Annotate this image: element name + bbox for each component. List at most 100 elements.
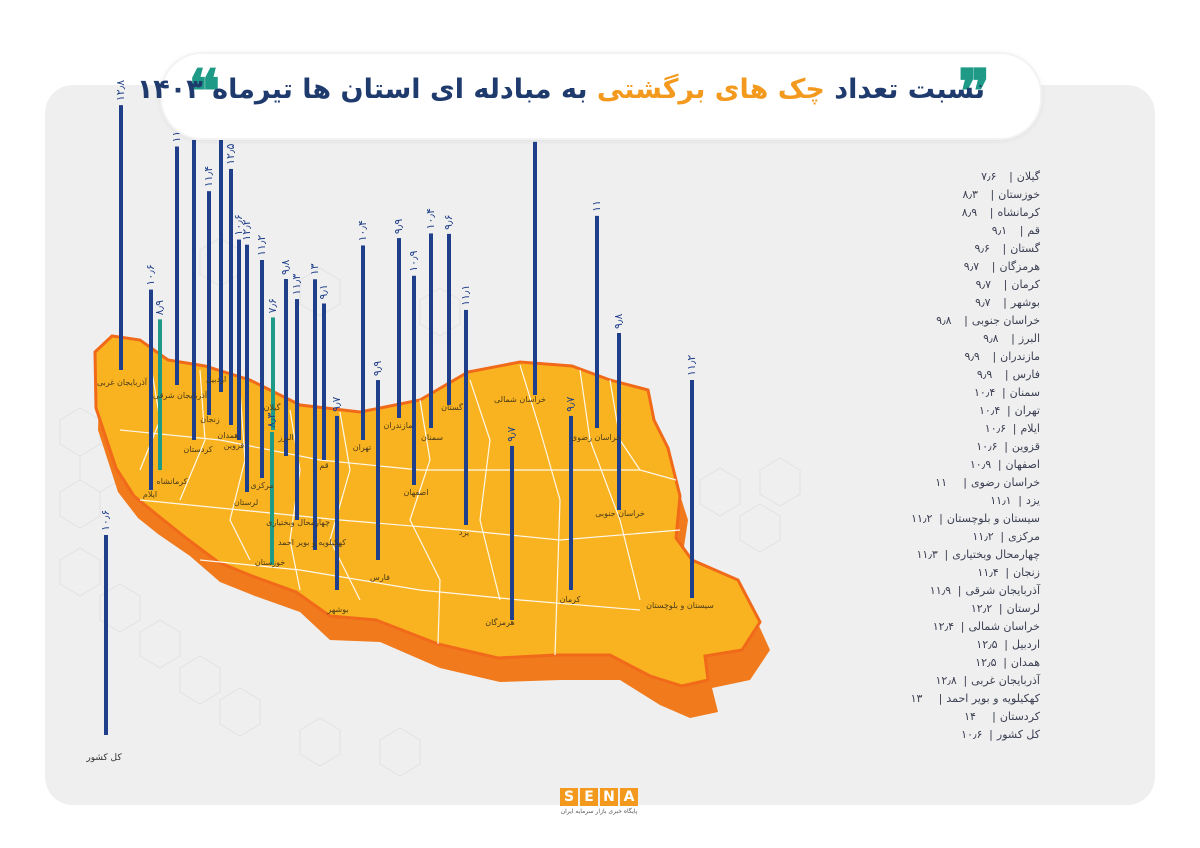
bar-value-label: ۱۰٫۴ (356, 220, 369, 241)
legend-value: ۸٫۹ (961, 206, 978, 219)
legend-value: ۱۳ (910, 692, 923, 705)
bar-mark (149, 289, 153, 490)
legend-separator: | (960, 620, 965, 633)
legend-separator: | (990, 188, 995, 201)
legend-row: بوشهر| ۹٫۷ (860, 294, 1040, 312)
map-province-label: کرمانشاه (157, 477, 188, 486)
legend-separator: | (1019, 224, 1024, 237)
map-province-label: ایلام (143, 490, 157, 499)
legend-separator: | (992, 710, 996, 723)
title-pill (160, 52, 1042, 140)
bar-value-label: ۱۰٫۶ (144, 264, 157, 285)
map-province-label: خراسان رضوی (571, 433, 621, 442)
legend-separator: | (1004, 368, 1009, 381)
legend-province-name: گیلان (1016, 170, 1040, 183)
legend-row: فارس| ۹٫۹ (860, 366, 1040, 384)
legend-row: خراسان رضوی| ۱۱ (860, 474, 1040, 492)
legend-row: تهران| ۱۰٫۴ (860, 402, 1040, 420)
map-province-label: مازندران (384, 421, 413, 430)
bar-mark (429, 233, 433, 428)
map-province-label: سیستان و بلوچستان (646, 601, 714, 610)
bar-value-label: ۹٫۷ (505, 426, 518, 441)
legend-row: همدان| ۱۲٫۵ (860, 654, 1040, 672)
map-province-label: کهکیلویه و بویر احمد (278, 538, 346, 547)
bar-mark (313, 279, 317, 550)
legend-province-name: خراسان جنوبی (971, 314, 1040, 327)
legend-province-name: لرستان (1006, 602, 1040, 615)
legend-separator: | (1005, 566, 1010, 579)
bar-value-label: ۱۱٫۲ (255, 235, 268, 256)
map-province-label: سمنان (421, 433, 443, 442)
legend-separator: | (1012, 422, 1017, 435)
legend-separator: | (1009, 170, 1013, 183)
logo-letter: N (600, 788, 618, 806)
map-province-label: آذربایجان شرقی (153, 390, 208, 400)
bar-value-label: ۹٫۷ (564, 396, 577, 411)
legend-row: خوزستان| ۸٫۳ (860, 186, 1040, 204)
map-labels-group: آذربایجان غربی آذربایجان شرقی ایلامکرمانشا… (85, 375, 714, 763)
map-province-label: مرکزی (250, 481, 273, 490)
legend-value: ۹٫۱ (991, 224, 1008, 237)
legend-separator: | (963, 674, 968, 687)
map-province-label: همدان (217, 431, 238, 440)
legend-value: ۱۱٫۲ (911, 512, 933, 525)
legend-separator: | (989, 728, 993, 741)
legend-province-name: اردبیل (1012, 638, 1040, 651)
legend-row: گستان| ۹٫۶ (860, 240, 1040, 258)
legend-province-name: سمنان (1009, 386, 1040, 399)
map-province-label: البرز (277, 433, 293, 442)
legend-row: کرمانشاه| ۸٫۹ (860, 204, 1040, 222)
map-province-label: چهارمحال وبختیاری (266, 518, 330, 527)
legend-province-name: کرمان (1011, 278, 1040, 291)
legend-province-name: همدان (1010, 656, 1040, 669)
legend-separator: | (1003, 278, 1008, 291)
bar-mark (617, 333, 621, 510)
map-province-label: هرمزگان (485, 617, 514, 627)
map-province-label: کرمان (560, 595, 581, 604)
legend-row: مرکزی| ۱۱٫۲ (860, 528, 1040, 546)
legend-value: ۱۰٫۴ (978, 404, 1001, 417)
legend-row: البرز| ۹٫۸ (860, 330, 1040, 348)
bar-value-label: ۷٫۶ (266, 298, 279, 313)
bar-mark (412, 275, 416, 485)
bar-mark (271, 317, 275, 430)
quote-close-icon: ❝ (188, 57, 221, 127)
page-title: نسبت تعداد چک های برگشتی به مبادله ای اس… (137, 70, 985, 110)
legend-separator: | (939, 512, 943, 525)
legend-province-name: سیستان و بلوچستان (946, 512, 1040, 525)
bar-mark (260, 260, 264, 478)
legend: گیلان|۷٫۶ خوزستان|۸٫۳ کرمانشاه|۸٫۹ قم|۹٫۱ گس… (860, 168, 1040, 744)
legend-row: اصفهان| ۱۰٫۹ (860, 456, 1040, 474)
map-province-label: خراسان جنوبی (595, 509, 645, 518)
legend-value: ۱۲٫۸ (935, 674, 957, 687)
bar-value-label: ۱۰٫۴ (424, 208, 437, 229)
title-highlight: چک های برگشتی (596, 74, 825, 105)
bar-mark (447, 233, 451, 405)
bar-mark (270, 431, 274, 565)
logo-letter: A (620, 788, 638, 806)
legend-province-name: اصفهان (1005, 458, 1040, 471)
map-province-label: اردبیل (206, 375, 226, 384)
legend-separator: | (944, 548, 949, 561)
bar-mark (158, 319, 162, 470)
legend-province-name: قم (1027, 224, 1040, 237)
legend-row: خراسان شمالی| ۱۲٫۴ (860, 618, 1040, 636)
legend-province-name: البرز (1018, 332, 1040, 345)
bar-value-label: ۹٫۸ (279, 260, 292, 275)
map-province-label: کل کشور (85, 753, 122, 763)
bar-value-label: ۱۰٫۶ (99, 510, 112, 531)
legend-province-name: کرمانشاه (997, 206, 1040, 219)
bar-value-label: ۱۰٫۶ (232, 214, 245, 235)
legend-row: گیلان| ۷٫۶ (860, 168, 1040, 186)
bar-mark (464, 309, 468, 525)
legend-province-name: بوشهر (1010, 296, 1040, 309)
legend-value: ۱۲٫۴ (932, 620, 955, 633)
map-province-label: گستان (441, 402, 463, 412)
legend-value: ۹٫۷ (975, 278, 992, 291)
legend-province-name: ایلام (1020, 422, 1041, 435)
legend-value: ۱۲٫۵ (976, 638, 998, 651)
legend-value: ۱۰٫۶ (984, 422, 1007, 435)
legend-province-name: کل کشور (996, 728, 1040, 741)
legend-separator: | (1000, 530, 1005, 543)
